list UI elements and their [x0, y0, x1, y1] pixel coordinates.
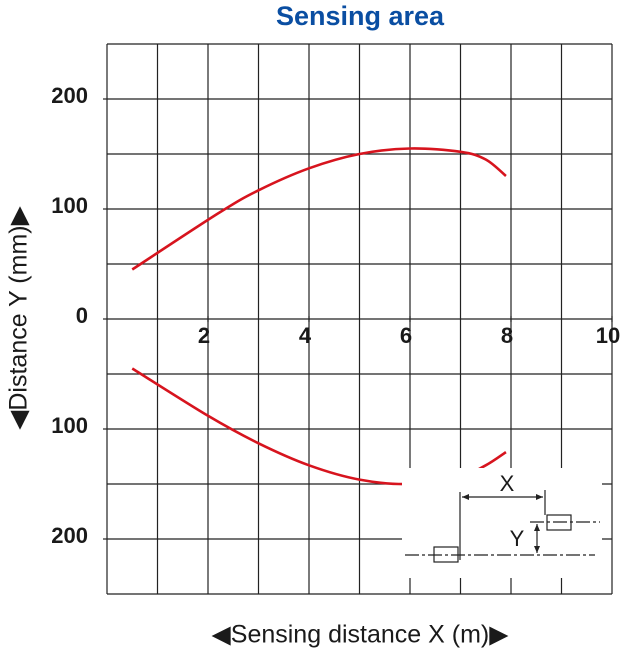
x-tick-label: 4: [299, 323, 312, 348]
inset-diagram: X Y: [402, 468, 602, 578]
inset-arrowheads: [534, 524, 540, 553]
y-axis-label: ◀Distance Y (mm)▶: [5, 205, 33, 429]
y-tick-label: 200: [51, 83, 88, 108]
x-tick-label: 2: [198, 323, 210, 348]
y-tick-label: 0: [76, 303, 88, 328]
sensing-curve: [131, 367, 507, 486]
inset-x-label: X: [500, 471, 515, 496]
x-tick-label: 10: [596, 323, 620, 348]
y-tick-label: 200: [51, 523, 88, 548]
y-tick-label: 100: [51, 193, 88, 218]
inset-y-label: Y: [510, 526, 525, 551]
y-tick-label: 100: [51, 413, 88, 438]
chart-title: Sensing area: [276, 1, 445, 31]
x-axis-label: ◀Sensing distance X (m)▶: [212, 621, 510, 649]
inset-bg: [402, 468, 602, 578]
x-tick-label: 6: [400, 323, 412, 348]
sensing-curve: [131, 147, 507, 271]
x-tick-label: 8: [501, 323, 513, 348]
